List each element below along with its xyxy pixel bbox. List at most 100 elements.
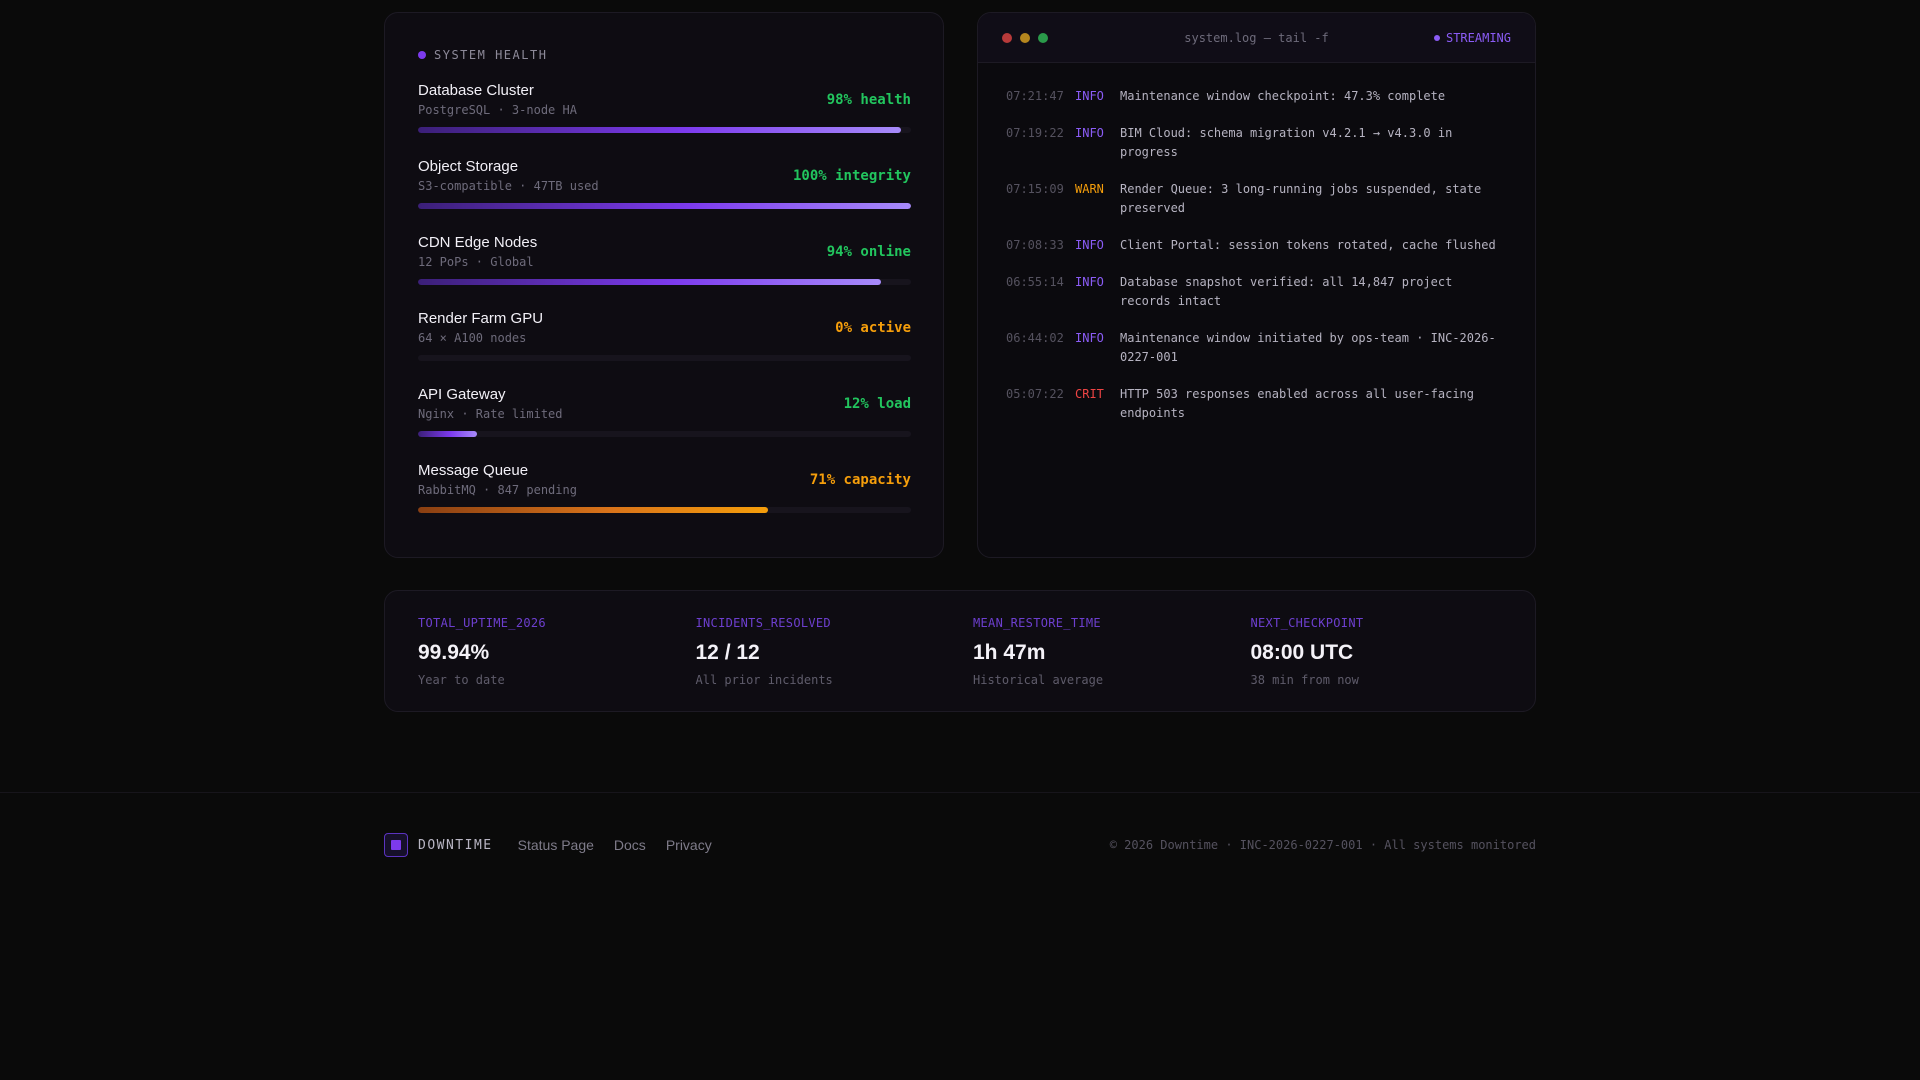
service-status: 100% integrity <box>792 168 911 184</box>
status-dot-icon <box>418 51 426 59</box>
footer-divider <box>0 792 1920 793</box>
stat-key: TOTAL_UPTIME_2026 <box>418 616 546 630</box>
stat-note: Historical average <box>973 673 1104 687</box>
stat-key: MEAN_RESTORE_TIME <box>973 616 1101 630</box>
service-status: 94% online <box>826 244 911 260</box>
close-dot-icon[interactable] <box>1002 33 1012 43</box>
service-subtitle: 12 PoPs · Global <box>418 255 534 269</box>
stat-total-uptime: TOTAL_UPTIME_2026 99.94% Year to date <box>418 616 696 711</box>
stat-value: 12 / 12 <box>695 641 760 664</box>
streaming-badge: STREAMING <box>1433 31 1511 45</box>
log-time: 07:08:33 <box>1006 238 1064 252</box>
log-time: 07:19:22 <box>1006 126 1064 140</box>
stat-note: 38 min from now <box>1250 673 1359 687</box>
stat-note: All prior incidents <box>695 673 833 687</box>
service-row: Render Farm GPU 64 × A100 nodes 0% activ… <box>418 310 911 386</box>
service-status: 71% capacity <box>809 472 911 488</box>
log-time: 07:15:09 <box>1006 182 1064 196</box>
service-row: CDN Edge Nodes 12 PoPs · Global 94% onli… <box>418 234 911 310</box>
system-health-panel: SYSTEM HEALTH Database Cluster PostgreSQ… <box>384 12 944 558</box>
log-entry: 07:15:09 WARN Render Queue: 3 long-runni… <box>1006 180 1507 218</box>
log-entry: 06:44:02 INFO Maintenance window initiat… <box>1006 329 1507 367</box>
system-health-heading: SYSTEM HEALTH <box>418 46 911 64</box>
log-message: Database snapshot verified: all 14,847 p… <box>1120 275 1453 308</box>
log-level: INFO <box>1075 275 1104 289</box>
log-entry: 07:08:33 INFO Client Portal: session tok… <box>1006 236 1507 255</box>
service-progress-track <box>418 203 911 209</box>
log-level: INFO <box>1075 126 1104 140</box>
stat-value: 1h 47m <box>973 641 1046 664</box>
service-status: 12% load <box>843 396 911 412</box>
service-name: CDN Edge Nodes <box>418 234 538 251</box>
service-progress-fill <box>418 431 478 437</box>
service-progress-fill <box>418 127 902 133</box>
log-time: 06:55:14 <box>1006 275 1064 289</box>
service-name: Message Queue <box>418 462 529 479</box>
log-entry: 05:07:22 CRIT HTTP 503 responses enabled… <box>1006 385 1507 423</box>
terminal-header: system.log — tail -f STREAMING <box>978 13 1535 63</box>
footer-nav: Status Page Docs Privacy <box>518 837 712 853</box>
footer-link-docs[interactable]: Docs <box>613 837 646 853</box>
service-name: Database Cluster <box>418 82 534 99</box>
service-progress-fill <box>418 507 769 513</box>
stat-value: 08:00 UTC <box>1250 641 1354 664</box>
log-time: 06:44:02 <box>1006 331 1064 345</box>
log-time: 05:07:22 <box>1006 387 1064 401</box>
service-subtitle: RabbitMQ · 847 pending <box>418 483 577 497</box>
service-progress-fill <box>418 279 882 285</box>
footer: DOWNTIME Status Page Docs Privacy © 2026… <box>384 833 1536 857</box>
stat-key: NEXT_CHECKPOINT <box>1250 616 1364 630</box>
log-time: 07:21:47 <box>1006 89 1064 103</box>
log-entries[interactable]: 07:21:47 INFO Maintenance window checkpo… <box>978 63 1535 423</box>
log-entry: 07:19:22 INFO BIM Cloud: schema migratio… <box>1006 124 1507 162</box>
service-progress-track <box>418 127 911 133</box>
maximize-dot-icon[interactable] <box>1038 33 1048 43</box>
log-message: HTTP 503 responses enabled across all us… <box>1120 387 1475 420</box>
terminal-title: system.log — tail -f <box>1184 31 1329 45</box>
service-status: 98% health <box>826 92 911 108</box>
log-level: WARN <box>1075 182 1104 196</box>
log-entry: 06:55:14 INFO Database snapshot verified… <box>1006 273 1507 311</box>
service-progress-track <box>418 507 911 513</box>
brand-logo-icon[interactable] <box>384 833 408 857</box>
service-row: API Gateway Nginx · Rate limited 12% loa… <box>418 386 911 462</box>
log-message: BIM Cloud: schema migration v4.2.1 → v4.… <box>1120 126 1453 159</box>
log-message: Maintenance window checkpoint: 47.3% com… <box>1120 89 1446 103</box>
service-name: Object Storage <box>418 158 519 175</box>
footer-link-status-page[interactable]: Status Page <box>517 837 594 853</box>
service-row: Database Cluster PostgreSQL · 3-node HA … <box>418 82 911 158</box>
log-entry: 07:21:47 INFO Maintenance window checkpo… <box>1006 87 1507 106</box>
stat-incidents-resolved: INCIDENTS_RESOLVED 12 / 12 All prior inc… <box>696 616 974 711</box>
service-subtitle: PostgreSQL · 3-node HA <box>418 103 577 117</box>
log-message: Render Queue: 3 long-running jobs suspen… <box>1120 182 1482 215</box>
streaming-label: STREAMING <box>1445 31 1511 45</box>
log-level: CRIT <box>1075 387 1104 401</box>
log-level: INFO <box>1075 238 1104 252</box>
service-subtitle: 64 × A100 nodes <box>418 331 527 345</box>
system-log-panel: system.log — tail -f STREAMING 07:21:47 … <box>977 12 1536 558</box>
service-name: Render Farm GPU <box>418 310 544 327</box>
stat-key: INCIDENTS_RESOLVED <box>695 616 831 630</box>
stats-panel: TOTAL_UPTIME_2026 99.94% Year to date IN… <box>384 590 1536 712</box>
service-list: Database Cluster PostgreSQL · 3-node HA … <box>418 82 911 538</box>
service-row: Message Queue RabbitMQ · 847 pending 71%… <box>418 462 911 538</box>
system-health-title: SYSTEM HEALTH <box>434 48 548 62</box>
stat-value: 99.94% <box>418 641 490 664</box>
service-subtitle: S3-compatible · 47TB used <box>418 179 599 193</box>
brand-name: DOWNTIME <box>418 837 493 853</box>
stat-note: Year to date <box>418 673 505 687</box>
service-progress-track <box>418 355 911 361</box>
service-row: Object Storage S3-compatible · 47TB used… <box>418 158 911 234</box>
footer-link-privacy[interactable]: Privacy <box>665 837 712 853</box>
service-subtitle: Nginx · Rate limited <box>418 407 563 421</box>
service-status: 0% active <box>835 320 911 336</box>
live-dot-icon <box>1433 35 1440 41</box>
copyright-text: © 2026 Downtime · INC-2026-0227-001 · Al… <box>1109 838 1536 852</box>
minimize-dot-icon[interactable] <box>1020 33 1030 43</box>
service-name: API Gateway <box>418 386 506 403</box>
log-level: INFO <box>1075 89 1104 103</box>
log-message: Client Portal: session tokens rotated, c… <box>1120 238 1496 252</box>
stat-next-checkpoint: NEXT_CHECKPOINT 08:00 UTC 38 min from no… <box>1251 616 1529 711</box>
service-progress-fill <box>418 203 911 209</box>
service-progress-track <box>418 431 911 437</box>
